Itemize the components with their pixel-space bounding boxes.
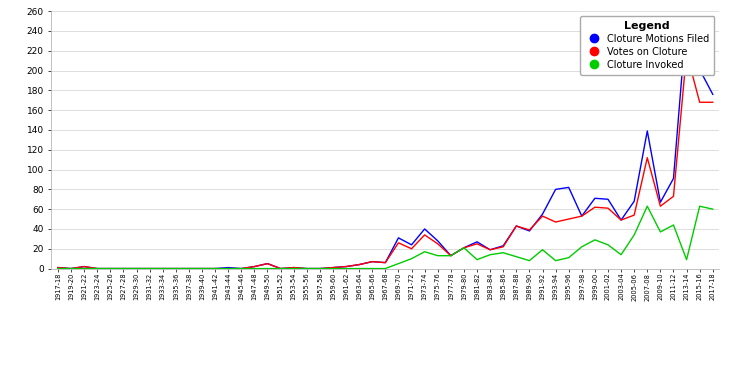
Cloture Motions Filed [67, 266, 76, 271]
Cloture Invoked [54, 266, 62, 271]
Cloture Motions Filed [538, 212, 547, 216]
Cloture Invoked [695, 204, 704, 209]
Cloture Motions Filed [695, 68, 704, 72]
Cloture Motions Filed [211, 266, 219, 271]
Votes on Cloture [499, 245, 508, 249]
Cloture Invoked [486, 253, 495, 257]
Cloture Invoked [525, 258, 534, 263]
Votes on Cloture [211, 266, 219, 271]
Cloture Motions Filed [708, 92, 717, 97]
Votes on Cloture [263, 261, 272, 266]
Cloture Motions Filed [54, 265, 62, 270]
Cloture Invoked [197, 266, 206, 271]
Votes on Cloture [695, 100, 704, 104]
Cloture Motions Filed [682, 16, 691, 21]
Cloture Invoked [708, 207, 717, 211]
Line: Cloture Motions Filed: Cloture Motions Filed [58, 18, 713, 269]
Cloture Invoked [250, 266, 259, 271]
Cloture Invoked [263, 266, 272, 271]
Cloture Motions Filed [499, 244, 508, 248]
Cloture Motions Filed [263, 261, 272, 266]
Votes on Cloture [538, 214, 547, 218]
Votes on Cloture [682, 50, 691, 55]
Votes on Cloture [708, 100, 717, 104]
Cloture Invoked [643, 204, 652, 209]
Votes on Cloture [276, 266, 285, 271]
Votes on Cloture [67, 266, 76, 271]
Line: Cloture Invoked: Cloture Invoked [58, 206, 713, 269]
Line: Votes on Cloture: Votes on Cloture [58, 53, 713, 269]
Legend: Cloture Motions Filed, Votes on Cloture, Cloture Invoked: Cloture Motions Filed, Votes on Cloture,… [580, 16, 714, 75]
Cloture Motions Filed [276, 266, 285, 271]
Votes on Cloture [54, 265, 62, 270]
